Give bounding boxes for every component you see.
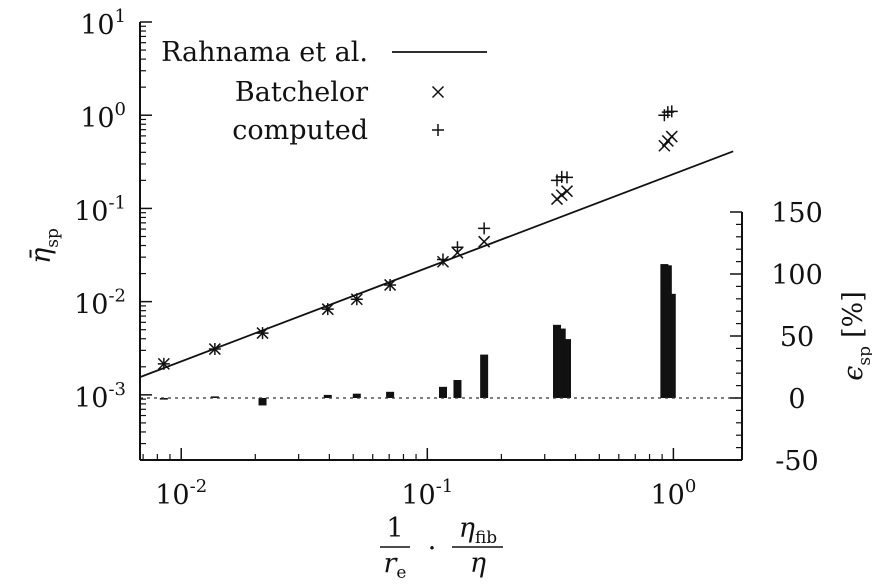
computed-marker [436,253,449,266]
error-bar [667,293,676,398]
x-tick-label: 10-1 [401,476,453,511]
error-bar [386,391,395,398]
y-right-tick-label: 50 [780,322,814,353]
error-bar [557,328,566,398]
legend-label: computed [232,115,368,146]
batchelor-marker [555,189,568,202]
computed-marker [478,222,491,235]
y-left-tick-label: 101 [80,6,126,41]
y-right-axis-label: ϵsp[%] [838,291,872,380]
y-left-tick-label: 10-1 [74,192,126,227]
rahnama-fit-line [139,150,734,378]
y-left-axis-label: η̄sp [26,228,63,264]
computed-marker [665,105,678,118]
computed-marker [350,293,363,306]
y-left-tick-label: 10-3 [74,379,126,414]
error-bar [159,398,168,400]
computed-marker [451,241,464,254]
y-right-tick-label: -50 [775,446,818,477]
y-left-tick-label: 10-2 [74,286,126,321]
rahnama-line-group [139,150,734,378]
error-bar [453,380,462,398]
error-bar [323,394,332,398]
x-label-den1: re [384,548,407,583]
computed-marker [208,343,221,356]
x-label-dot: · [428,533,437,564]
computed-marker [321,303,334,316]
error-bar [552,324,561,398]
y-left-tick-label: 100 [80,99,126,134]
x-tick-label: 10-2 [155,476,207,511]
computed-marker [560,171,573,184]
x-label-num1: 1 [386,513,403,544]
computed-marker [157,357,170,370]
legend-label: Rahnama et al. [161,37,368,68]
error-bar [258,398,267,406]
error-bar [562,339,571,398]
x-label-num2: ηfib [459,513,498,548]
legend: Rahnama et al. Batchelor computed [161,37,487,146]
x-label-den2: η [470,548,486,579]
computed-marker [384,278,397,291]
error-bar [352,393,361,398]
ticks-group: 10-2 10-1 100 10-3 10-2 10-1 100 101 150 100 50 0 -5… [74,6,823,511]
legend-x-swatch [431,85,445,99]
markers-group [157,105,678,370]
batchelor-marker [478,235,491,248]
legend-label: Batchelor [235,77,368,108]
computed-marker [256,327,269,340]
error-bar [438,386,447,398]
error-bar [210,396,219,398]
error-bars-group [159,264,676,406]
batchelor-marker [665,130,678,143]
batchelor-marker [560,185,574,198]
y-right-tick-label: 0 [788,384,805,415]
y-right-tick-label: 100 [771,260,823,291]
legend-plus-swatch [432,124,444,136]
error-bar [480,354,489,398]
y-right-tick-label: 150 [771,198,823,229]
x-tick-label: 100 [650,476,696,511]
